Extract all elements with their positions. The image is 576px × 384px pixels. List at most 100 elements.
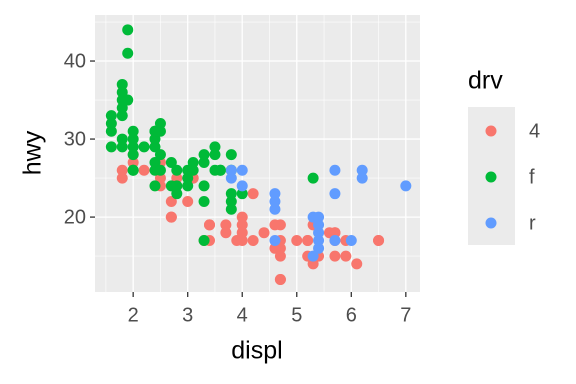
point [236,211,248,223]
y-tick-label: 30 [64,128,86,150]
x-tick-label: 4 [237,304,248,326]
point [105,110,117,122]
point [269,203,281,215]
point [122,94,134,106]
point [198,149,210,161]
y-tick-label: 40 [64,50,86,72]
point [313,219,325,231]
point [236,227,248,239]
point [340,250,352,262]
x-tick-label: 7 [400,304,411,326]
point [329,250,341,262]
x-tick-label: 2 [128,304,139,326]
point [149,125,161,137]
x-tick-label: 3 [182,304,193,326]
point [225,188,237,200]
point [116,164,128,176]
point [116,110,128,122]
point [171,180,183,192]
point [247,235,259,247]
point [171,164,183,176]
point [220,227,232,239]
y-axis-label: hwy [19,130,47,175]
point [351,258,363,270]
point [302,235,314,247]
point [198,235,210,247]
point [127,156,139,168]
point [236,164,248,176]
point [165,195,177,207]
point [171,188,183,200]
point [198,180,210,192]
point [236,180,248,192]
point [236,188,248,200]
point [356,164,368,176]
point [105,117,117,129]
point [225,203,237,215]
point [307,250,319,262]
point [313,235,325,247]
point [225,195,237,207]
point [209,149,221,161]
point [149,156,161,168]
point [116,86,128,98]
point [274,274,286,286]
point [313,242,325,254]
point [269,219,281,231]
point [154,117,166,129]
point [165,156,177,168]
point [116,141,128,153]
point [204,219,216,231]
point [105,141,117,153]
point [116,172,128,184]
point [323,227,335,239]
point [149,133,161,145]
point [247,188,259,200]
point [154,172,166,184]
x-tick-label: 6 [346,304,357,326]
point [116,133,128,145]
point [329,188,341,200]
point [345,235,357,247]
point [307,172,319,184]
point [127,141,139,153]
point [165,211,177,223]
point [171,172,183,184]
point [149,180,161,192]
point [127,125,139,137]
legend-key [485,125,497,137]
point [182,164,194,176]
point [329,164,341,176]
point [356,172,368,184]
point [122,47,134,59]
point [329,235,341,247]
point [154,149,166,161]
x-axis-label: displ [231,337,282,365]
legend-label: 4 [529,120,540,142]
point [198,195,210,207]
point [220,219,232,231]
point [154,164,166,176]
point [149,141,161,153]
point [307,258,319,270]
y-tick-label: 20 [64,206,86,228]
point [258,227,270,239]
legend-key [485,217,497,229]
legend-label: r [529,212,536,234]
point [269,242,281,254]
point [182,180,194,192]
legend-key [485,171,497,183]
point [313,211,325,223]
point [122,24,134,36]
point [225,149,237,161]
point [209,141,221,153]
point [182,195,194,207]
point [138,141,150,153]
point [236,235,248,247]
point [116,78,128,90]
point [182,172,194,184]
point [225,172,237,184]
legend-title: drv [468,67,503,95]
point [313,227,325,239]
